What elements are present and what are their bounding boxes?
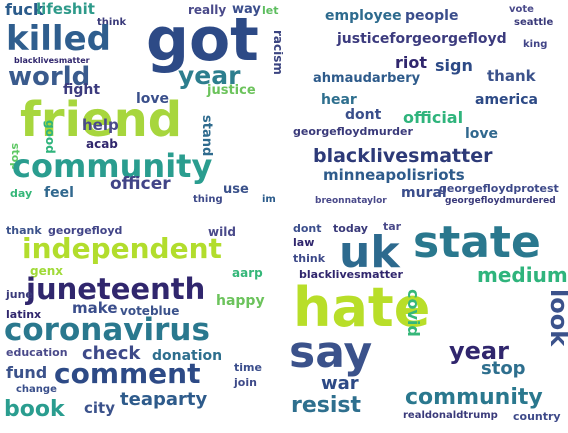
word-blacklivesmatter: blacklivesmatter [299,268,403,281]
word-employee: employee [325,8,402,24]
word-america: america [475,92,538,108]
word-cloud-top-left: fuck lifeshit really way let think got killed bl… [0,0,283,213]
word-tar: tar [383,220,402,233]
word-people: people [405,8,459,24]
word-latinx: latinx [6,308,42,321]
word-world: world [8,62,91,92]
word-use: use [223,182,249,197]
word-justice: justice [207,83,256,98]
word-acab: acab [86,137,118,151]
word-im: im [262,194,276,205]
word-cloud-top-right: employee people vote seattle justiceforgeorg… [285,0,568,213]
word-fuck: fuck [5,0,44,19]
word-justiceforgeorgefloyd: justiceforgeorgefloyd [337,31,507,47]
word-thing: thing [193,194,223,205]
word-riot: riot [395,53,428,72]
word-year: year [449,337,509,365]
word-georgefloydmurder: georgefloydmurder [293,125,413,138]
word-time: time [234,361,262,374]
word-really: really [188,3,227,17]
word-officer: officer [110,174,171,194]
word-breonnataylor: breonnataylor [315,196,387,206]
word-donation: donation [152,348,223,364]
word-join: join [234,376,257,389]
word-think: think [293,252,326,265]
word-ahmaudarbery: ahmaudarbery [313,71,421,86]
word-day: day [10,187,33,200]
word-love: love [136,91,170,107]
word-stop: stop [481,358,526,379]
word-way: way [232,2,261,17]
word-let: let [262,4,279,17]
word-coronavirus: coronavirus [4,312,210,348]
word-aarp: aarp [232,266,263,280]
word-uk: uk [339,227,400,278]
word-mural: mural [401,185,447,201]
word-fight: fight [63,82,101,98]
word-wild: wild [208,225,236,239]
word-book: book [4,397,65,422]
word-love: love [465,126,499,142]
word-law: law [293,236,315,249]
word-comment: comment [54,357,201,390]
word-teaparty: teaparty [120,389,208,410]
word-june: june [6,288,33,301]
word-king: king [523,39,548,50]
word-blacklivesmatter: blacklivesmatter [14,56,90,65]
word-friend: friend [20,92,183,148]
word-dont: dont [293,222,322,235]
word-year: year [178,61,241,90]
word-change: change [16,384,57,395]
word-covid: covid [404,289,423,337]
word-thank: thank [6,224,42,237]
word-say: say [289,327,373,378]
word-got: got [146,5,259,75]
word-racism: racism [271,30,283,75]
word-fund: fund [6,363,48,382]
word-community: community [12,147,213,185]
word-realdonaldtrump: realdonaldtrump [403,410,498,421]
word-think: think [97,17,127,28]
word-cloud-bottom-left: thank georgefloyd wild independent genx junet… [0,217,283,433]
word-feel: feel [44,185,74,201]
word-city: city [84,399,115,417]
word-georgefloydprotest: georgefloydprotest [439,182,559,195]
word-blacklivesmatter: blacklivesmatter [313,145,493,167]
word-medium: medium [477,263,568,287]
word-minneapolisriots: minneapolisriots [323,166,465,184]
word-independent: independent [22,232,222,265]
word-georgefloydmurdered: georgefloydmurdered [445,196,556,206]
word-vote: vote [509,4,534,15]
word-education: education [6,346,68,359]
word-georgefloyd: georgefloyd [48,224,123,237]
word-war: war [321,373,359,394]
word-seattle: seattle [514,17,554,28]
word-check: check [82,343,141,364]
word-help: help [82,116,119,134]
word-community: community [405,385,543,410]
word-killed: killed [6,19,111,59]
word-look: look [545,289,568,347]
word-official: official [403,108,464,127]
word-country: country [513,410,561,423]
word-genx: genx [30,264,64,278]
word-lifeshit: lifeshit [36,0,95,18]
word-cloud-bottom-right: dont today tar law uk state think blacklivesmat… [285,217,568,433]
word-thank: thank [487,67,536,85]
word-make: make [72,299,118,317]
word-sign: sign [435,56,473,75]
word-happy: happy [216,293,265,309]
word-state: state [413,217,541,268]
word-dont: dont [345,107,382,123]
word-today: today [333,222,368,235]
word-juneteenth: juneteenth [26,272,206,306]
word-voteblue: voteblue [120,304,180,318]
word-hear: hear [321,92,357,108]
word-hate: hate [293,276,431,339]
word-resist: resist [291,393,362,418]
